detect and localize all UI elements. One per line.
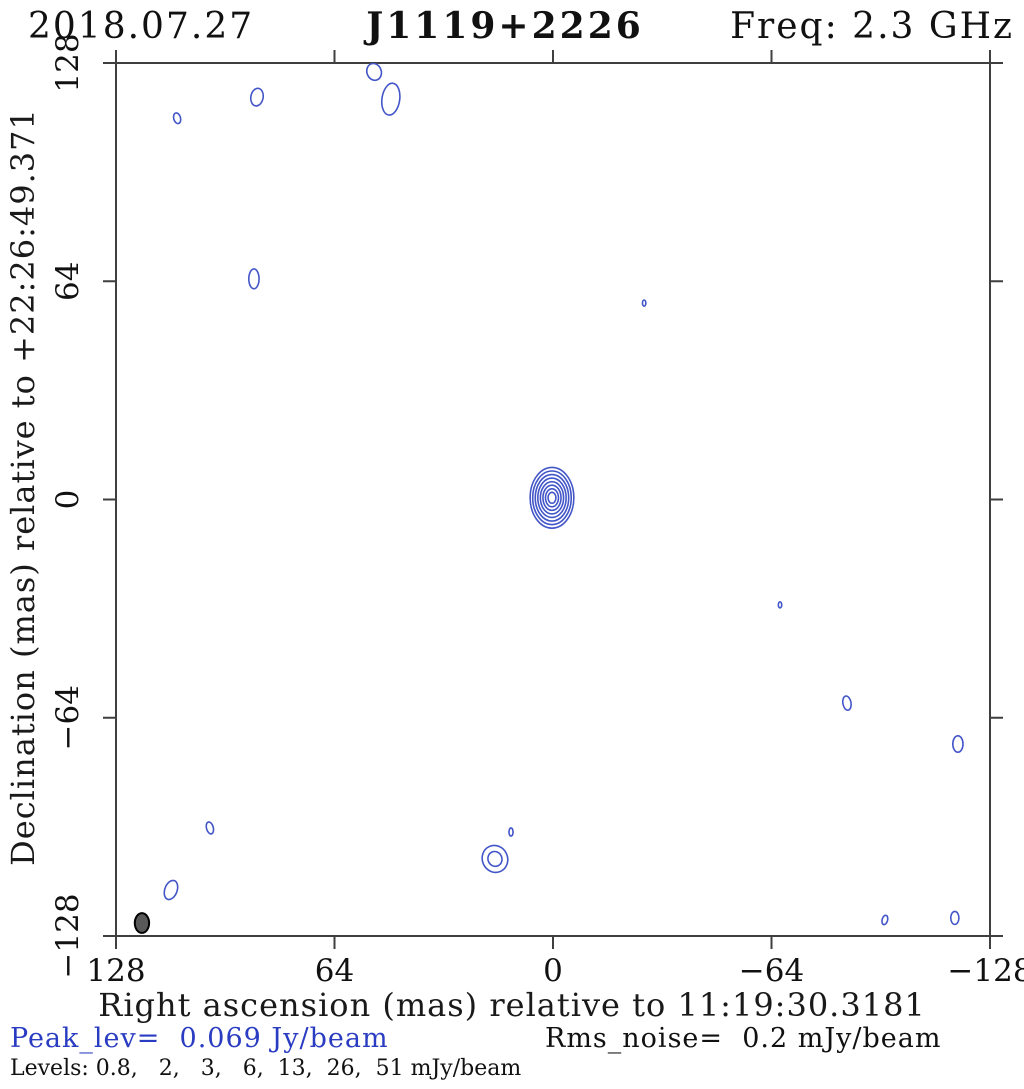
contour-core-ring-1 bbox=[531, 470, 573, 526]
y-tick-label-0: 0 bbox=[50, 490, 86, 510]
y-tick-label--128: −128 bbox=[50, 893, 86, 978]
beam-shape bbox=[133, 912, 151, 934]
contour-noise-dot-6 bbox=[777, 601, 783, 609]
peak-level-label: Peak_lev= 0.069 Jy/beam bbox=[10, 1023, 389, 1054]
contour-noise-blob-11-ring-0 bbox=[481, 844, 509, 874]
y-axis-title: Declination (mas) relative to +22:26:49.… bbox=[4, 108, 42, 866]
plot-frame bbox=[115, 62, 991, 937]
contour-group bbox=[163, 63, 964, 926]
contour-core-ring-0 bbox=[529, 466, 575, 529]
x-tick-label-0: 0 bbox=[543, 953, 563, 989]
x-tick-label-128: 128 bbox=[86, 953, 145, 989]
source-name-title: J1119+2226 bbox=[363, 5, 644, 47]
x-tick-label-64: 64 bbox=[315, 953, 354, 989]
frequency-label: Freq: 2.3 GHz bbox=[730, 6, 1014, 47]
contour-noise-dot-5 bbox=[641, 299, 647, 307]
contour-levels-label: Levels: 0.8, 2, 3, 6, 13, 26, 51 mJy/bea… bbox=[10, 1056, 521, 1081]
contour-noise-blob-1 bbox=[172, 112, 182, 125]
contour-core-ring-7 bbox=[547, 491, 557, 505]
contour-noise-blob-11-ring-1 bbox=[487, 850, 503, 868]
contour-noise-blob-8 bbox=[951, 735, 964, 753]
contour-noise-blob-3b bbox=[380, 82, 401, 116]
x-tick-label--64: −64 bbox=[739, 953, 804, 989]
y-tick-label--64: −64 bbox=[50, 685, 86, 750]
y-tick-label-128: 128 bbox=[50, 33, 86, 92]
contour-noise-blob-3a bbox=[365, 63, 383, 82]
rms-noise-label: Rms_noise= 0.2 mJy/beam bbox=[545, 1023, 941, 1054]
beam-ellipse bbox=[133, 912, 151, 934]
contour-core-ring-4 bbox=[539, 480, 565, 515]
contour-noise-blob-9 bbox=[205, 821, 215, 835]
contour-core-ring-3 bbox=[537, 477, 567, 519]
contour-core-ring-5 bbox=[542, 484, 562, 512]
contour-noise-blob-14 bbox=[949, 910, 960, 926]
contour-noise-blob-4 bbox=[248, 268, 260, 290]
y-tick-label-64: 64 bbox=[50, 262, 86, 301]
contour-core-ring-6 bbox=[544, 487, 560, 508]
epoch-date: 2018.07.27 bbox=[28, 6, 254, 47]
contour-noise-blob-12 bbox=[163, 879, 179, 901]
x-axis-title: Right ascension (mas) relative to 11:19:… bbox=[98, 986, 926, 1024]
contour-core-ring-2 bbox=[534, 473, 570, 522]
contour-noise-dot-13 bbox=[881, 914, 889, 926]
contour-noise-blob-7 bbox=[841, 695, 852, 711]
x-tick-label--128: −128 bbox=[947, 953, 1024, 989]
contour-noise-blob-2 bbox=[249, 87, 265, 107]
contour-noise-dot-10 bbox=[508, 827, 514, 837]
